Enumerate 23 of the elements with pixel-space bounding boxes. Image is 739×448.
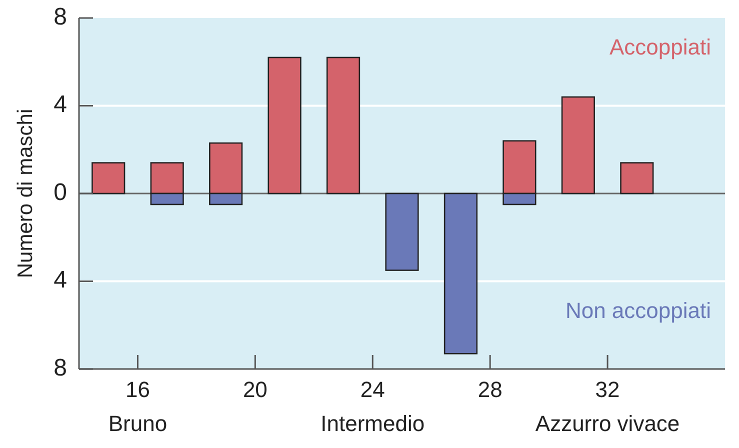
bar — [385, 192, 419, 271]
bar — [620, 162, 654, 194]
y-tick-label: 4 — [54, 91, 67, 118]
x-tick-label: 24 — [360, 377, 385, 402]
text: Intermedio — [320, 411, 425, 436]
y-tick-label: 0 — [54, 178, 67, 206]
bar — [444, 192, 478, 354]
bar — [268, 56, 302, 194]
y-tick-label: 4 — [54, 266, 67, 294]
x-tick-label: 20 — [242, 377, 268, 402]
y-tick-label: 8 — [54, 3, 67, 30]
x-tick-label: 16 — [125, 377, 150, 402]
bar — [561, 96, 595, 194]
text: Bruno — [108, 411, 168, 436]
y-axis-title: Numero di maschi — [14, 108, 37, 278]
x-tick-label: 32 — [595, 377, 620, 402]
bar — [92, 162, 126, 194]
bar — [326, 56, 360, 194]
x-tick-label: 28 — [478, 377, 502, 402]
series-label: Accoppiati — [609, 34, 711, 60]
text: Azzurro vivace — [535, 411, 680, 436]
y-tick-label: 8 — [54, 354, 67, 382]
text: Non accoppiati — [565, 298, 711, 323]
